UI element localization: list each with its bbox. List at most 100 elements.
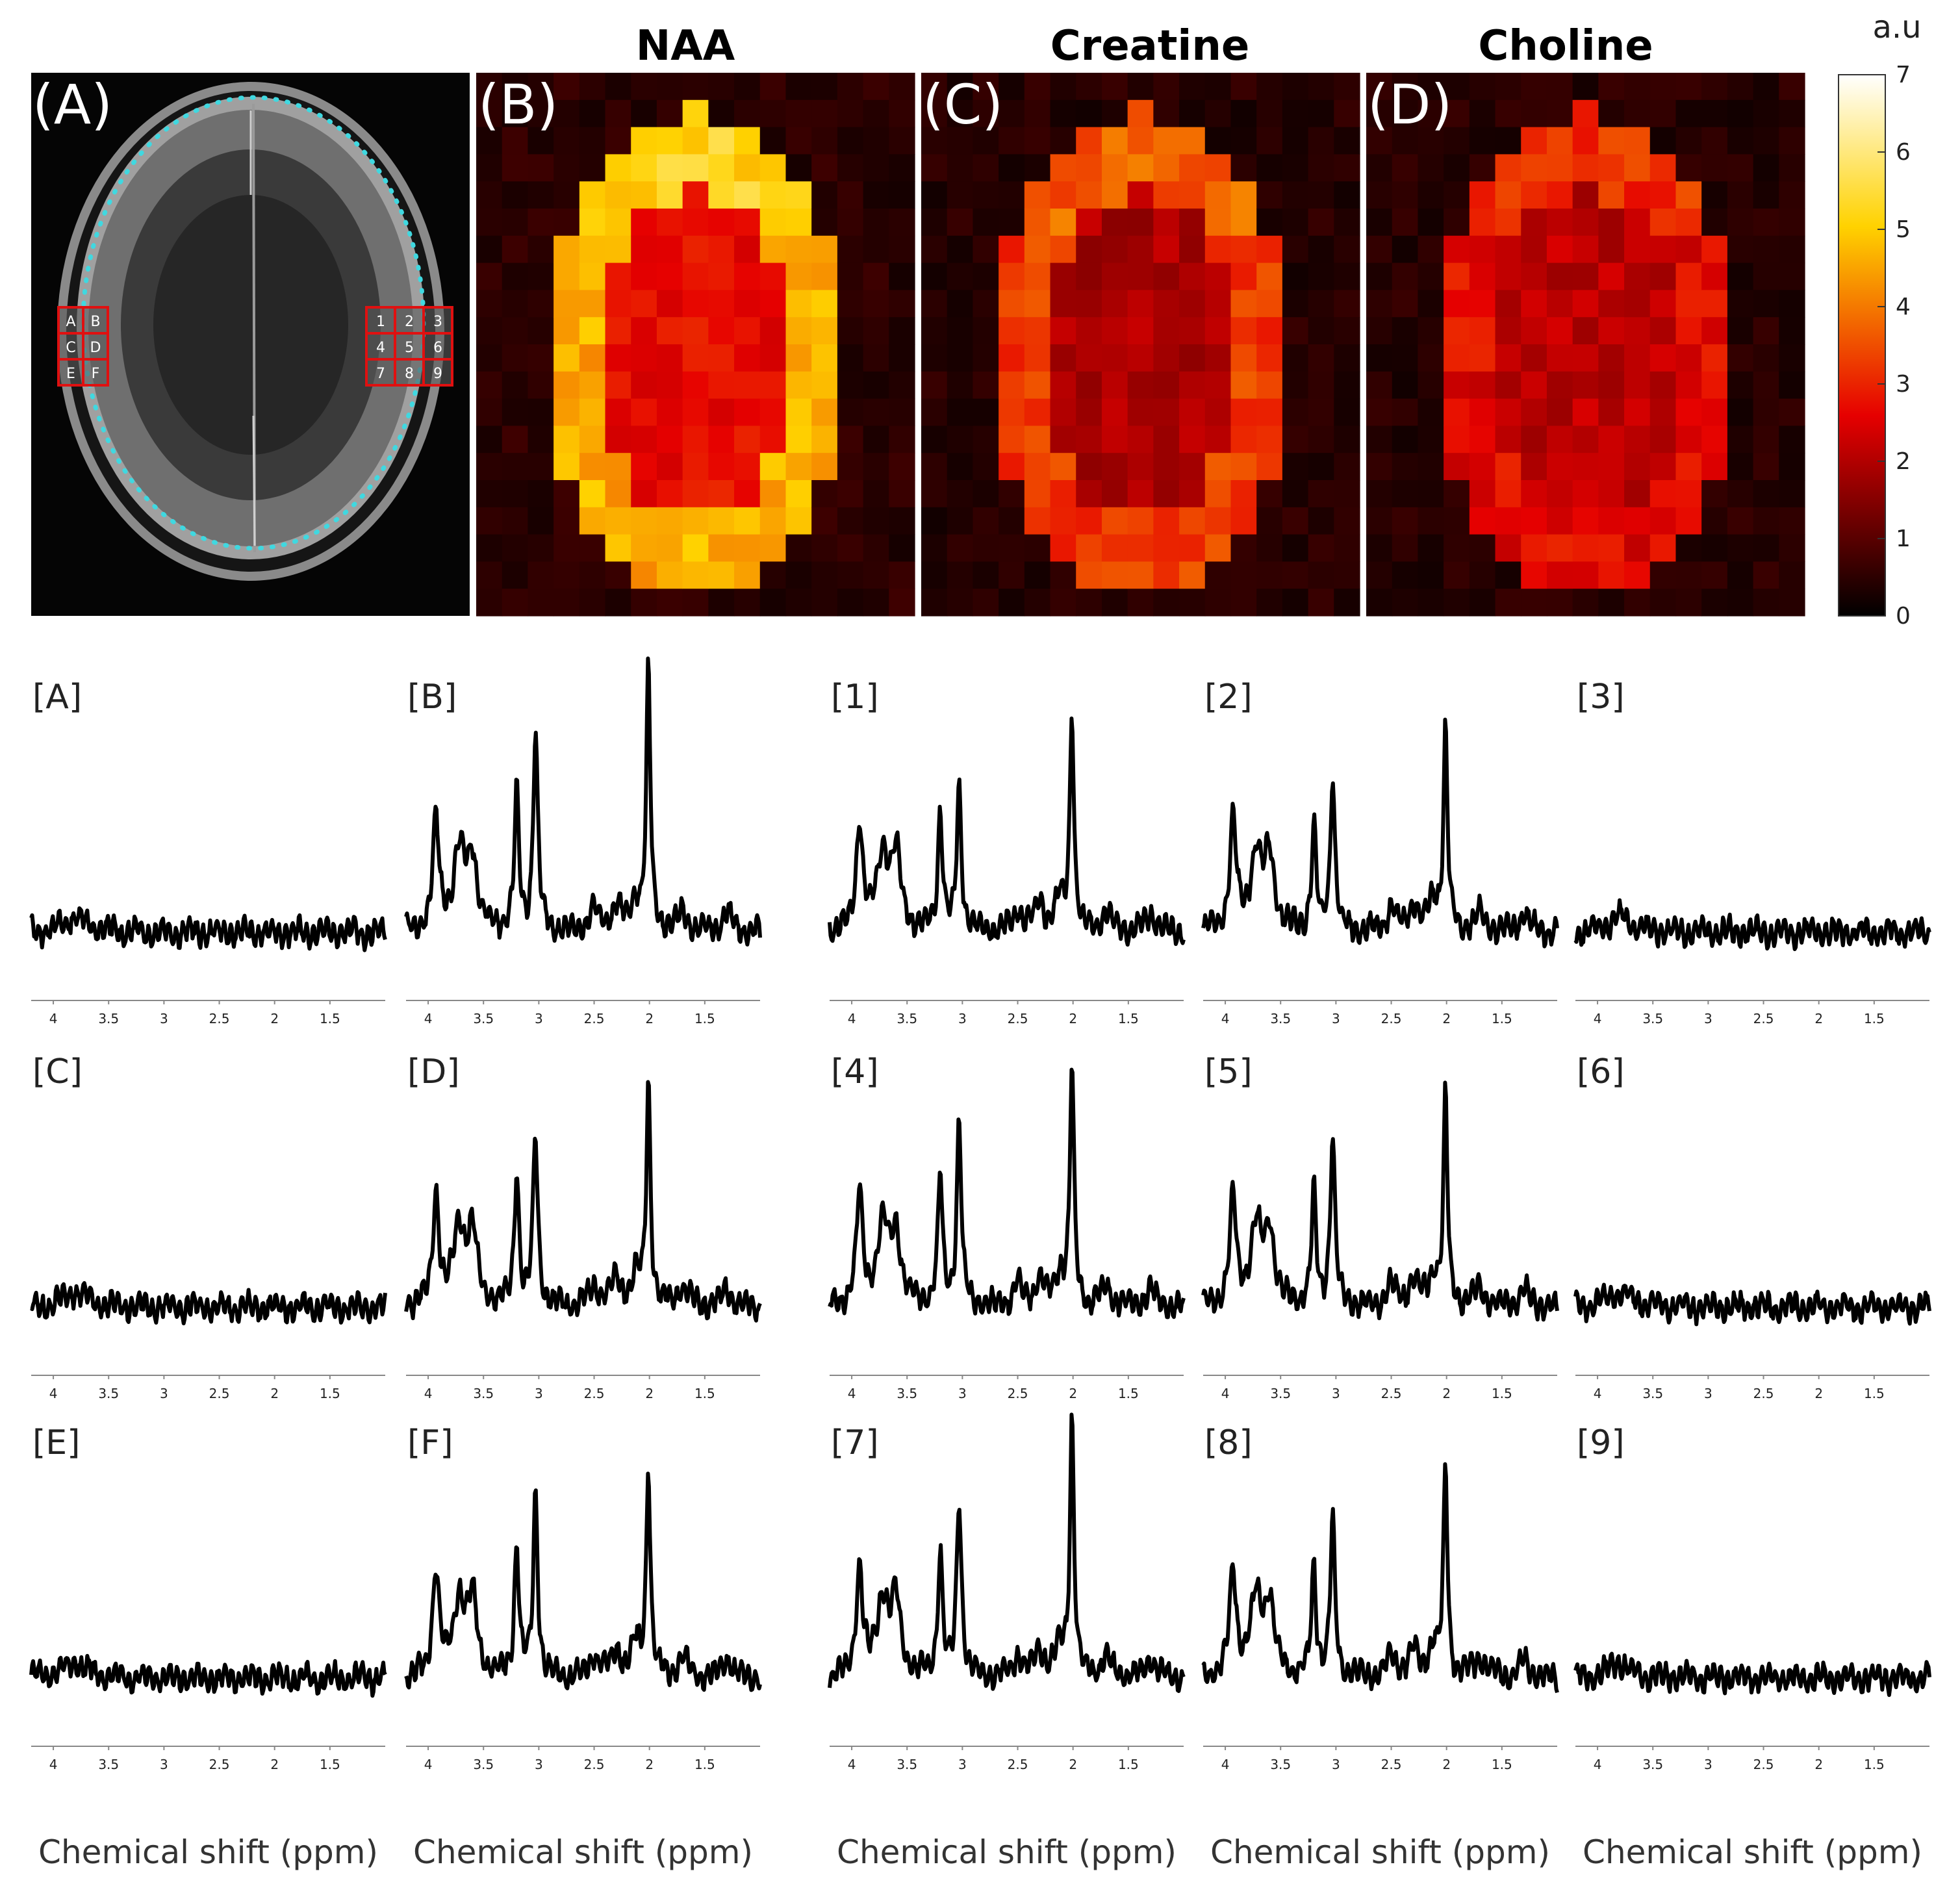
x-tick-label: 2 xyxy=(270,1757,279,1772)
x-tick-label: 1.5 xyxy=(1492,1011,1512,1026)
voxel-label: A xyxy=(66,314,75,330)
x-tick-label: 4 xyxy=(1221,1011,1230,1026)
spectrum-panel: [B] 4 3.5 3 2.5 2 1.5 xyxy=(404,656,762,1026)
spectrum-label: [1] xyxy=(831,678,879,717)
x-tick-label: 3 xyxy=(535,1011,543,1026)
spectrum-trace xyxy=(404,1080,762,1323)
voxel-label: C xyxy=(66,340,75,356)
x-tick-label: 1.5 xyxy=(1118,1757,1139,1772)
voxel-label: 9 xyxy=(433,366,442,382)
voxel-6: 6 xyxy=(422,332,453,361)
x-tick-label: 2.5 xyxy=(1008,1386,1028,1401)
voxel-B: B xyxy=(82,306,109,335)
x-tick-label: 2 xyxy=(1442,1757,1451,1772)
x-tick-label: 3 xyxy=(160,1757,168,1772)
spectrum-trace xyxy=(1573,1282,1931,1327)
x-tick-label: 3.5 xyxy=(897,1011,917,1026)
voxel-E: E xyxy=(57,358,84,387)
x-tick-label: 4 xyxy=(49,1386,58,1401)
x-tick-label: 3.5 xyxy=(98,1386,119,1401)
x-tick-label: 2 xyxy=(270,1386,279,1401)
voxel-2: 2 xyxy=(394,306,425,335)
spectrum-panel: [2] 4 3.5 3 2.5 2 1.5 xyxy=(1201,678,1559,1026)
voxel-5: 5 xyxy=(394,332,425,361)
colorbar-tick-label: 6 xyxy=(1896,139,1911,166)
x-axis-label: Chemical shift (ppm) xyxy=(1210,1833,1550,1871)
x-tick-label: 2.5 xyxy=(1381,1386,1402,1401)
spectrum-trace xyxy=(1573,898,1931,951)
colorbar-tick-label: 1 xyxy=(1896,526,1911,552)
spectrum-panel: [4] 4 3.5 3 2.5 2 1.5 xyxy=(828,1052,1186,1401)
colorbar-tick-label: 0 xyxy=(1896,603,1911,630)
x-tick-label: 3 xyxy=(1704,1011,1712,1026)
spectrum-label: [B] xyxy=(407,678,457,717)
x-tick-label: 3.5 xyxy=(1642,1386,1663,1401)
x-tick-label: 2.5 xyxy=(209,1386,230,1401)
x-tick-label: 3.5 xyxy=(1642,1011,1663,1026)
x-tick-label: 3.5 xyxy=(897,1386,917,1401)
panel-label-d: (D) xyxy=(1368,73,1452,136)
x-tick-label: 1.5 xyxy=(1492,1757,1512,1772)
voxel-4: 4 xyxy=(365,332,396,361)
x-tick-label: 1.5 xyxy=(694,1011,715,1026)
spectrum-panel: [C] 4 3.5 3 2.5 2 1.5 xyxy=(30,1052,387,1401)
mri-brain-image xyxy=(57,82,444,581)
x-tick-label: 2 xyxy=(1814,1011,1823,1026)
choline-map xyxy=(1366,73,1805,617)
x-tick-label: 2.5 xyxy=(209,1757,230,1772)
colorbar-tick-label: 3 xyxy=(1896,371,1911,398)
voxel-label: 4 xyxy=(376,340,385,356)
x-tick-label: 1.5 xyxy=(1118,1011,1139,1026)
spectrum-trace xyxy=(828,1067,1186,1319)
naa-map xyxy=(476,73,915,617)
spectrum-label: [E] xyxy=(32,1423,80,1462)
x-tick-label: 3 xyxy=(160,1011,168,1026)
voxel-8: 8 xyxy=(394,358,425,387)
x-tick-label: 1.5 xyxy=(320,1011,340,1026)
x-axis-label: Chemical shift (ppm) xyxy=(837,1833,1177,1871)
x-tick-label: 3 xyxy=(958,1011,967,1026)
spectrum-panel: [1] 4 3.5 3 2.5 2 1.5 xyxy=(828,678,1186,1026)
x-tick-label: 2 xyxy=(645,1757,654,1772)
x-tick-label: 3 xyxy=(1704,1757,1712,1772)
colorbar-ticks: 0 1 2 3 4 5 6 7 xyxy=(1877,62,1911,630)
x-tick-label: 2.5 xyxy=(584,1386,605,1401)
x-tick-label: 4 xyxy=(424,1757,433,1772)
spectrum-label: [F] xyxy=(407,1423,453,1462)
x-tick-label: 4 xyxy=(424,1386,433,1401)
x-tick-label: 2 xyxy=(1814,1386,1823,1401)
voxel-C: C xyxy=(57,332,84,361)
panel-label-b: (B) xyxy=(478,73,558,136)
spectrum-panel: [7] 4 3.5 3 2.5 2 1.5 Chemical shift (ppm) xyxy=(828,1412,1186,1871)
voxel-grid-left: A BC DE F xyxy=(57,306,109,387)
x-tick-label: 3 xyxy=(1332,1386,1340,1401)
x-tick-label: 2 xyxy=(270,1011,279,1026)
x-tick-label: 3.5 xyxy=(1270,1011,1291,1026)
map-title-naa: NAA xyxy=(636,22,735,70)
x-tick-label: 2.5 xyxy=(584,1757,605,1772)
x-axis-label: Chemical shift (ppm) xyxy=(413,1833,753,1871)
voxel-label: F xyxy=(92,366,100,382)
voxel-label: 1 xyxy=(376,314,385,330)
x-tick-label: 3 xyxy=(958,1757,967,1772)
spectrum-trace xyxy=(1573,1651,1931,1698)
x-tick-label: 3.5 xyxy=(1642,1757,1663,1772)
spectrum-panel: [8] 4 3.5 3 2.5 2 1.5 Chemical shift (ppm) xyxy=(1201,1423,1559,1871)
x-tick-label: 4 xyxy=(49,1011,58,1026)
x-tick-label: 2 xyxy=(1814,1757,1823,1772)
x-tick-label: 4 xyxy=(1594,1386,1602,1401)
voxel-A: A xyxy=(57,306,84,335)
x-tick-label: 3 xyxy=(160,1386,168,1401)
x-tick-label: 3.5 xyxy=(473,1386,494,1401)
spectrum-label: [8] xyxy=(1204,1423,1253,1462)
map-title-creatine: Creatine xyxy=(1050,22,1250,70)
voxel-label: 8 xyxy=(405,366,414,382)
x-axis-label: Chemical shift (ppm) xyxy=(38,1833,378,1871)
colorbar-tick-label: 2 xyxy=(1896,448,1911,475)
colorbar: a.u 0 1 2 3 4 5 6 7 xyxy=(1838,9,1922,630)
spectrum-label: [C] xyxy=(32,1052,83,1091)
x-tick-label: 2.5 xyxy=(1753,1011,1774,1026)
x-tick-label: 3 xyxy=(1332,1757,1340,1772)
spectrum-label: [4] xyxy=(831,1052,879,1091)
